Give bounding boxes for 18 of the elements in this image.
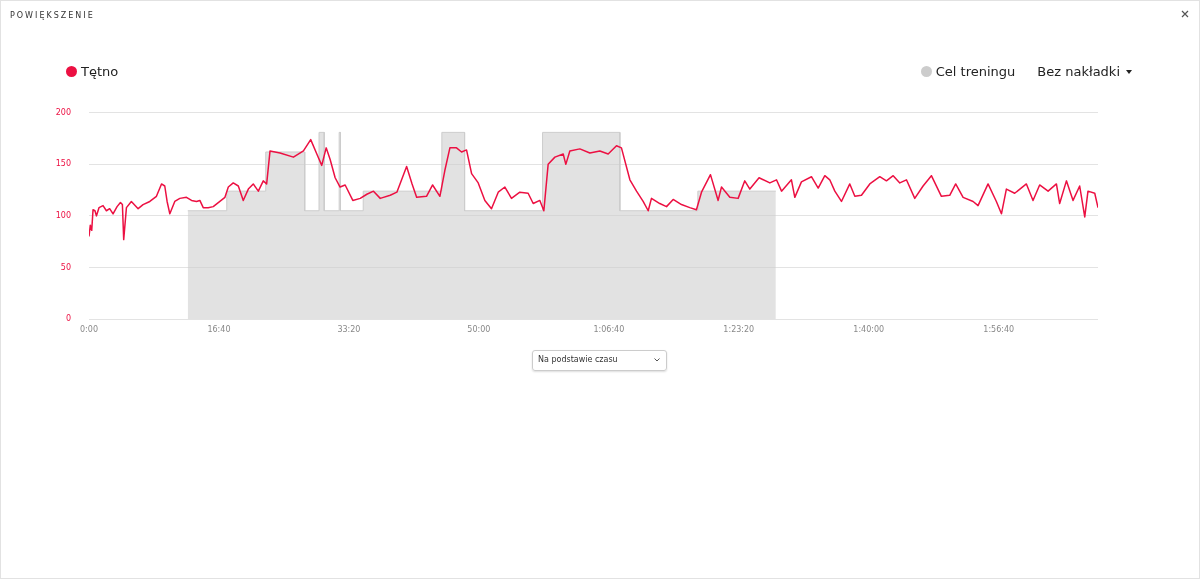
x-tick-label: 0:00	[80, 324, 98, 334]
x-tick-label: 1:06:40	[593, 324, 625, 334]
legend-label: Tętno	[81, 64, 119, 79]
x-tick-label: 16:40	[207, 324, 231, 334]
y-tick-label: 0	[65, 314, 71, 324]
x-tick-label: 33:20	[337, 324, 361, 334]
chart-title: POWIĘKSZENIE	[10, 11, 95, 20]
x-tick-label: 1:40:00	[853, 324, 885, 334]
x-tick-label: 50:00	[467, 324, 491, 334]
y-tick-label: 150	[55, 159, 71, 169]
y-tick-label: 50	[60, 262, 71, 272]
x-tick-label: 1:23:20	[723, 324, 755, 334]
text: Na podstawie czasu	[538, 355, 618, 364]
legend-label: Cel treningu	[935, 64, 1016, 79]
y-tick-label: 200	[55, 107, 71, 117]
y-tick-label: 100	[55, 210, 71, 220]
x-tick-label: 1:56:40	[983, 324, 1015, 334]
text: Bez nakładki	[1037, 64, 1120, 79]
